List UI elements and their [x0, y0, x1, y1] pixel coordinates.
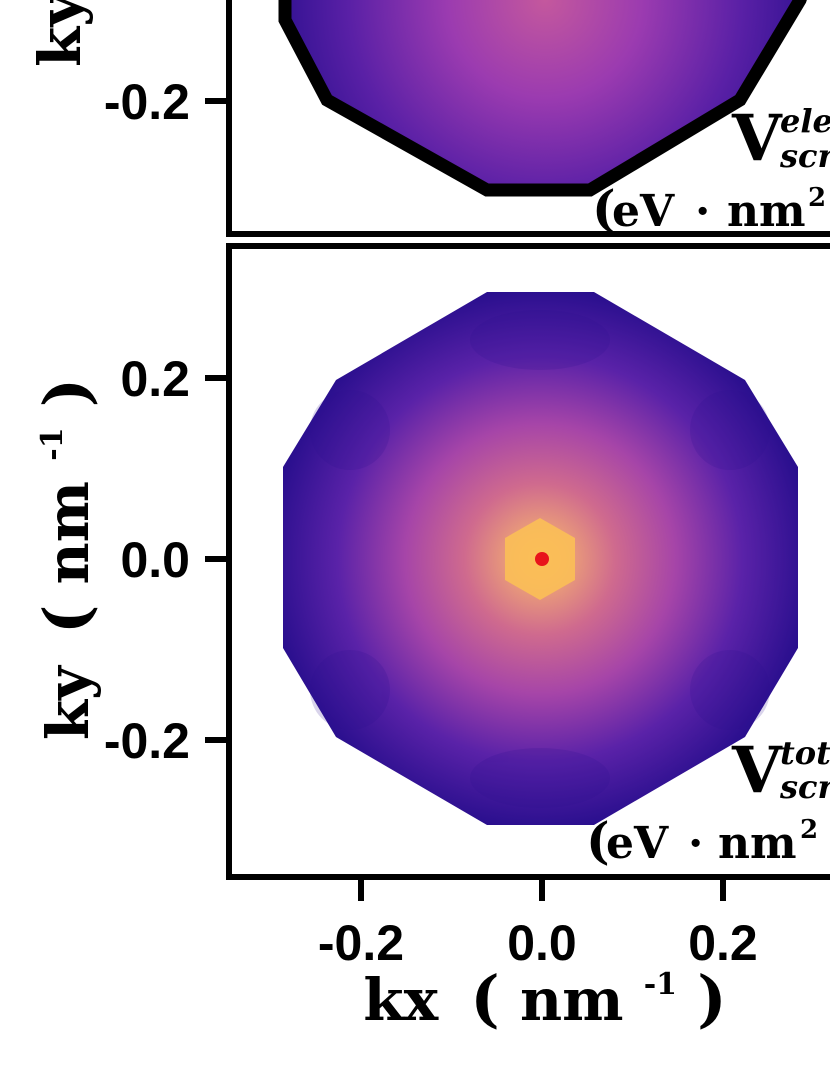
top-annot-unit-dot: · — [695, 186, 710, 237]
bottom-ylabel-unit: nm — [34, 481, 102, 585]
bottom-xlabel-exp: -1 — [644, 967, 677, 1002]
bottom-xtick-label: 0.2 — [688, 915, 758, 971]
bottom-annot-unit-ev: eV — [606, 818, 669, 869]
bottom-annot-sub: scr — [779, 768, 830, 806]
bottom-annot-symbol: V — [731, 733, 783, 808]
bottom-annot-unit-exp: 2 — [800, 815, 818, 845]
top-ylabel: ky — [26, 0, 94, 67]
bottom-panel: 0.2 0.0 -0.2 -0.2 0.0 0.2 ky ( nm -1 ) kx ( … — [8, 243, 830, 1035]
bottom-ytick-label: 0.0 — [120, 532, 190, 588]
bottom-xtick-label: 0.0 — [507, 915, 577, 971]
bottom-annot-unit-nm: nm — [718, 818, 797, 869]
top-panel: -0.2 ky V ele scr ( eV · nm 2 — [26, 0, 830, 238]
bottom-xlabel-unit: nm — [520, 966, 624, 1034]
svg-text:ky ( nm: ky ( nm -1 ) — [8, 378, 103, 740]
bottom-annotation: V tot scr ( eV · nm 2 — [586, 733, 830, 870]
bottom-ylabel-exp: -1 — [35, 427, 70, 460]
top-annot-sub: scr — [779, 137, 830, 175]
top-annot-sup: ele — [780, 102, 830, 140]
bottom-ylabel-var: ky — [34, 664, 102, 740]
svg-text:(: ( — [592, 179, 616, 238]
top-annot-symbol: V — [731, 101, 783, 176]
peak-marker — [535, 552, 549, 566]
bottom-ytick-label: -0.2 — [104, 713, 190, 769]
bottom-xtick-label: -0.2 — [318, 915, 404, 971]
top-annot-unit-nm: nm — [727, 186, 806, 237]
bottom-annot-unit-dot: · — [688, 818, 703, 869]
bottom-xlabel-var: kx — [363, 966, 438, 1034]
bottom-ylabel: ky ( nm -1 ) — [8, 378, 103, 740]
top-ytick-label--0.2: -0.2 — [104, 74, 190, 130]
top-annot-unit-ev: eV — [612, 186, 675, 237]
top-heatmap-outline — [278, 0, 807, 197]
top-annot-unit-exp: 2 — [808, 183, 826, 213]
svg-text:(: ( — [586, 811, 610, 870]
bottom-x-ticks: -0.2 0.0 0.2 — [318, 877, 758, 971]
bottom-y-ticks: 0.2 0.0 -0.2 — [104, 351, 229, 769]
bottom-heatmap-texture — [310, 310, 770, 808]
top-annotation: V ele scr ( eV · nm 2 — [592, 101, 830, 238]
top-heatmap-region — [285, 0, 800, 190]
bottom-ytick-label: 0.2 — [120, 351, 190, 407]
bottom-xlabel: kx ( nm -1 ) — [363, 940, 726, 1035]
bottom-annot-sup: tot — [780, 734, 830, 772]
